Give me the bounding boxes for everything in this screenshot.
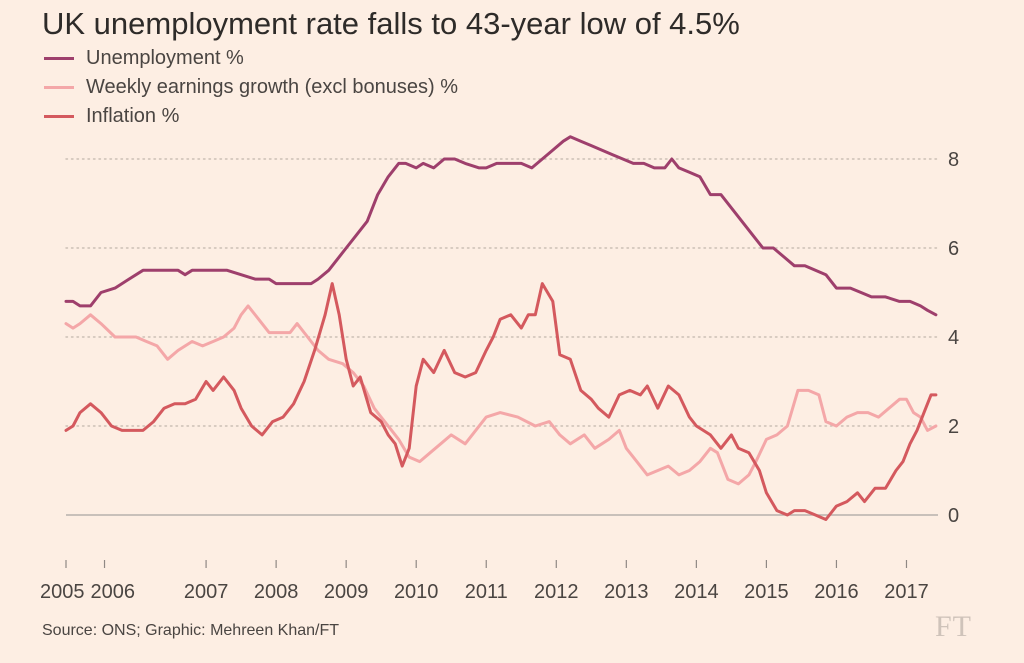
series-line-inflation [64, 282, 938, 521]
y-tick-label-6: 6 [948, 238, 959, 260]
x-tick-label-2008: 2008 [254, 581, 299, 603]
chart-legend: Unemployment % Weekly earnings growth (e… [44, 44, 458, 131]
x-tick-label-2014: 2014 [674, 581, 719, 603]
legend-label-unemployment: Unemployment % [86, 47, 244, 69]
x-tick-label-2005: 2005 [40, 581, 85, 603]
x-tick-label-2012: 2012 [534, 581, 579, 603]
x-tick-label-2016: 2016 [814, 581, 859, 603]
legend-swatch-inflation [44, 115, 74, 118]
x-tick-label-2010: 2010 [394, 581, 439, 603]
legend-label-earnings: Weekly earnings growth (excl bonuses) % [86, 76, 459, 98]
source-note: Source: ONS; Graphic: Mehreen Khan/FT [42, 622, 340, 639]
y-tick-label-2: 2 [948, 416, 959, 438]
legend-item-unemployment: Unemployment % [44, 44, 458, 73]
x-tick-label-2009: 2009 [324, 581, 369, 603]
x-tick-label-2013: 2013 [604, 581, 649, 603]
series-line-weekly-earnings-growth-excl-bonuses [64, 304, 938, 486]
legend-label-inflation: Inflation % [86, 105, 180, 127]
series-line-unemployment [64, 135, 938, 317]
legend-item-earnings: Weekly earnings growth (excl bonuses) % [44, 73, 458, 102]
x-tick-label-2011: 2011 [465, 581, 508, 603]
legend-item-inflation: Inflation % [44, 102, 458, 131]
chart-title: UK unemployment rate falls to 43-year lo… [42, 6, 740, 41]
x-tick-label-2015: 2015 [744, 581, 789, 603]
legend-swatch-unemployment [44, 57, 74, 60]
x-tick-label-2006: 2006 [91, 581, 136, 603]
ft-logo: FT [935, 610, 973, 643]
y-tick-label-0: 0 [948, 505, 959, 527]
legend-swatch-earnings [44, 86, 74, 89]
y-tick-label-4: 4 [948, 327, 959, 349]
y-tick-label-8: 8 [948, 149, 959, 171]
x-tick-label-2007: 2007 [184, 581, 229, 603]
x-tick-label-2017: 2017 [884, 581, 929, 603]
